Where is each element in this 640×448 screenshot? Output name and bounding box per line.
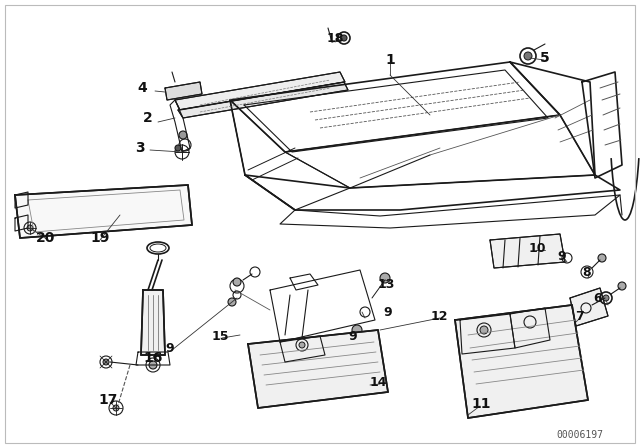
Text: 18: 18 xyxy=(326,31,344,44)
Circle shape xyxy=(618,282,626,290)
Circle shape xyxy=(149,361,157,369)
Circle shape xyxy=(233,278,241,286)
Text: 11: 11 xyxy=(471,397,491,411)
Text: 10: 10 xyxy=(528,241,546,254)
Circle shape xyxy=(380,273,390,283)
Text: 12: 12 xyxy=(430,310,448,323)
Text: 19: 19 xyxy=(90,231,109,245)
Circle shape xyxy=(175,145,181,151)
Text: 17: 17 xyxy=(99,393,118,407)
Text: 9: 9 xyxy=(166,341,174,354)
Text: 16: 16 xyxy=(143,351,163,365)
Text: 6: 6 xyxy=(594,292,602,305)
Circle shape xyxy=(299,342,305,348)
Circle shape xyxy=(179,131,187,139)
Text: 4: 4 xyxy=(137,81,147,95)
Polygon shape xyxy=(455,305,588,418)
Circle shape xyxy=(27,225,33,231)
Circle shape xyxy=(480,326,488,334)
Text: 1: 1 xyxy=(385,53,395,67)
Circle shape xyxy=(103,359,109,365)
Text: 3: 3 xyxy=(135,141,145,155)
Polygon shape xyxy=(490,234,565,268)
Circle shape xyxy=(228,298,236,306)
Text: 2: 2 xyxy=(143,111,153,125)
Circle shape xyxy=(113,405,119,411)
Polygon shape xyxy=(141,290,165,355)
Circle shape xyxy=(598,254,606,262)
Text: 9: 9 xyxy=(349,329,357,343)
Polygon shape xyxy=(165,82,202,100)
Circle shape xyxy=(524,52,532,60)
Circle shape xyxy=(352,325,362,335)
Text: 20: 20 xyxy=(36,231,56,245)
Text: 15: 15 xyxy=(211,329,228,343)
Polygon shape xyxy=(15,185,192,238)
Polygon shape xyxy=(570,288,608,326)
Polygon shape xyxy=(175,72,345,110)
Text: 8: 8 xyxy=(582,266,591,279)
Text: 13: 13 xyxy=(378,277,395,290)
Text: 14: 14 xyxy=(369,375,387,388)
Polygon shape xyxy=(178,82,348,118)
Polygon shape xyxy=(248,330,388,408)
Text: 00006197: 00006197 xyxy=(557,430,604,440)
Text: 7: 7 xyxy=(575,310,584,323)
Circle shape xyxy=(341,35,347,41)
Text: 5: 5 xyxy=(540,51,550,65)
Circle shape xyxy=(603,295,609,301)
Text: 9: 9 xyxy=(557,250,566,263)
Text: 9: 9 xyxy=(384,306,392,319)
